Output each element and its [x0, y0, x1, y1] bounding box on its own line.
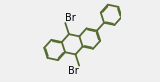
Text: Br: Br — [68, 66, 79, 76]
Text: Br: Br — [65, 13, 76, 23]
